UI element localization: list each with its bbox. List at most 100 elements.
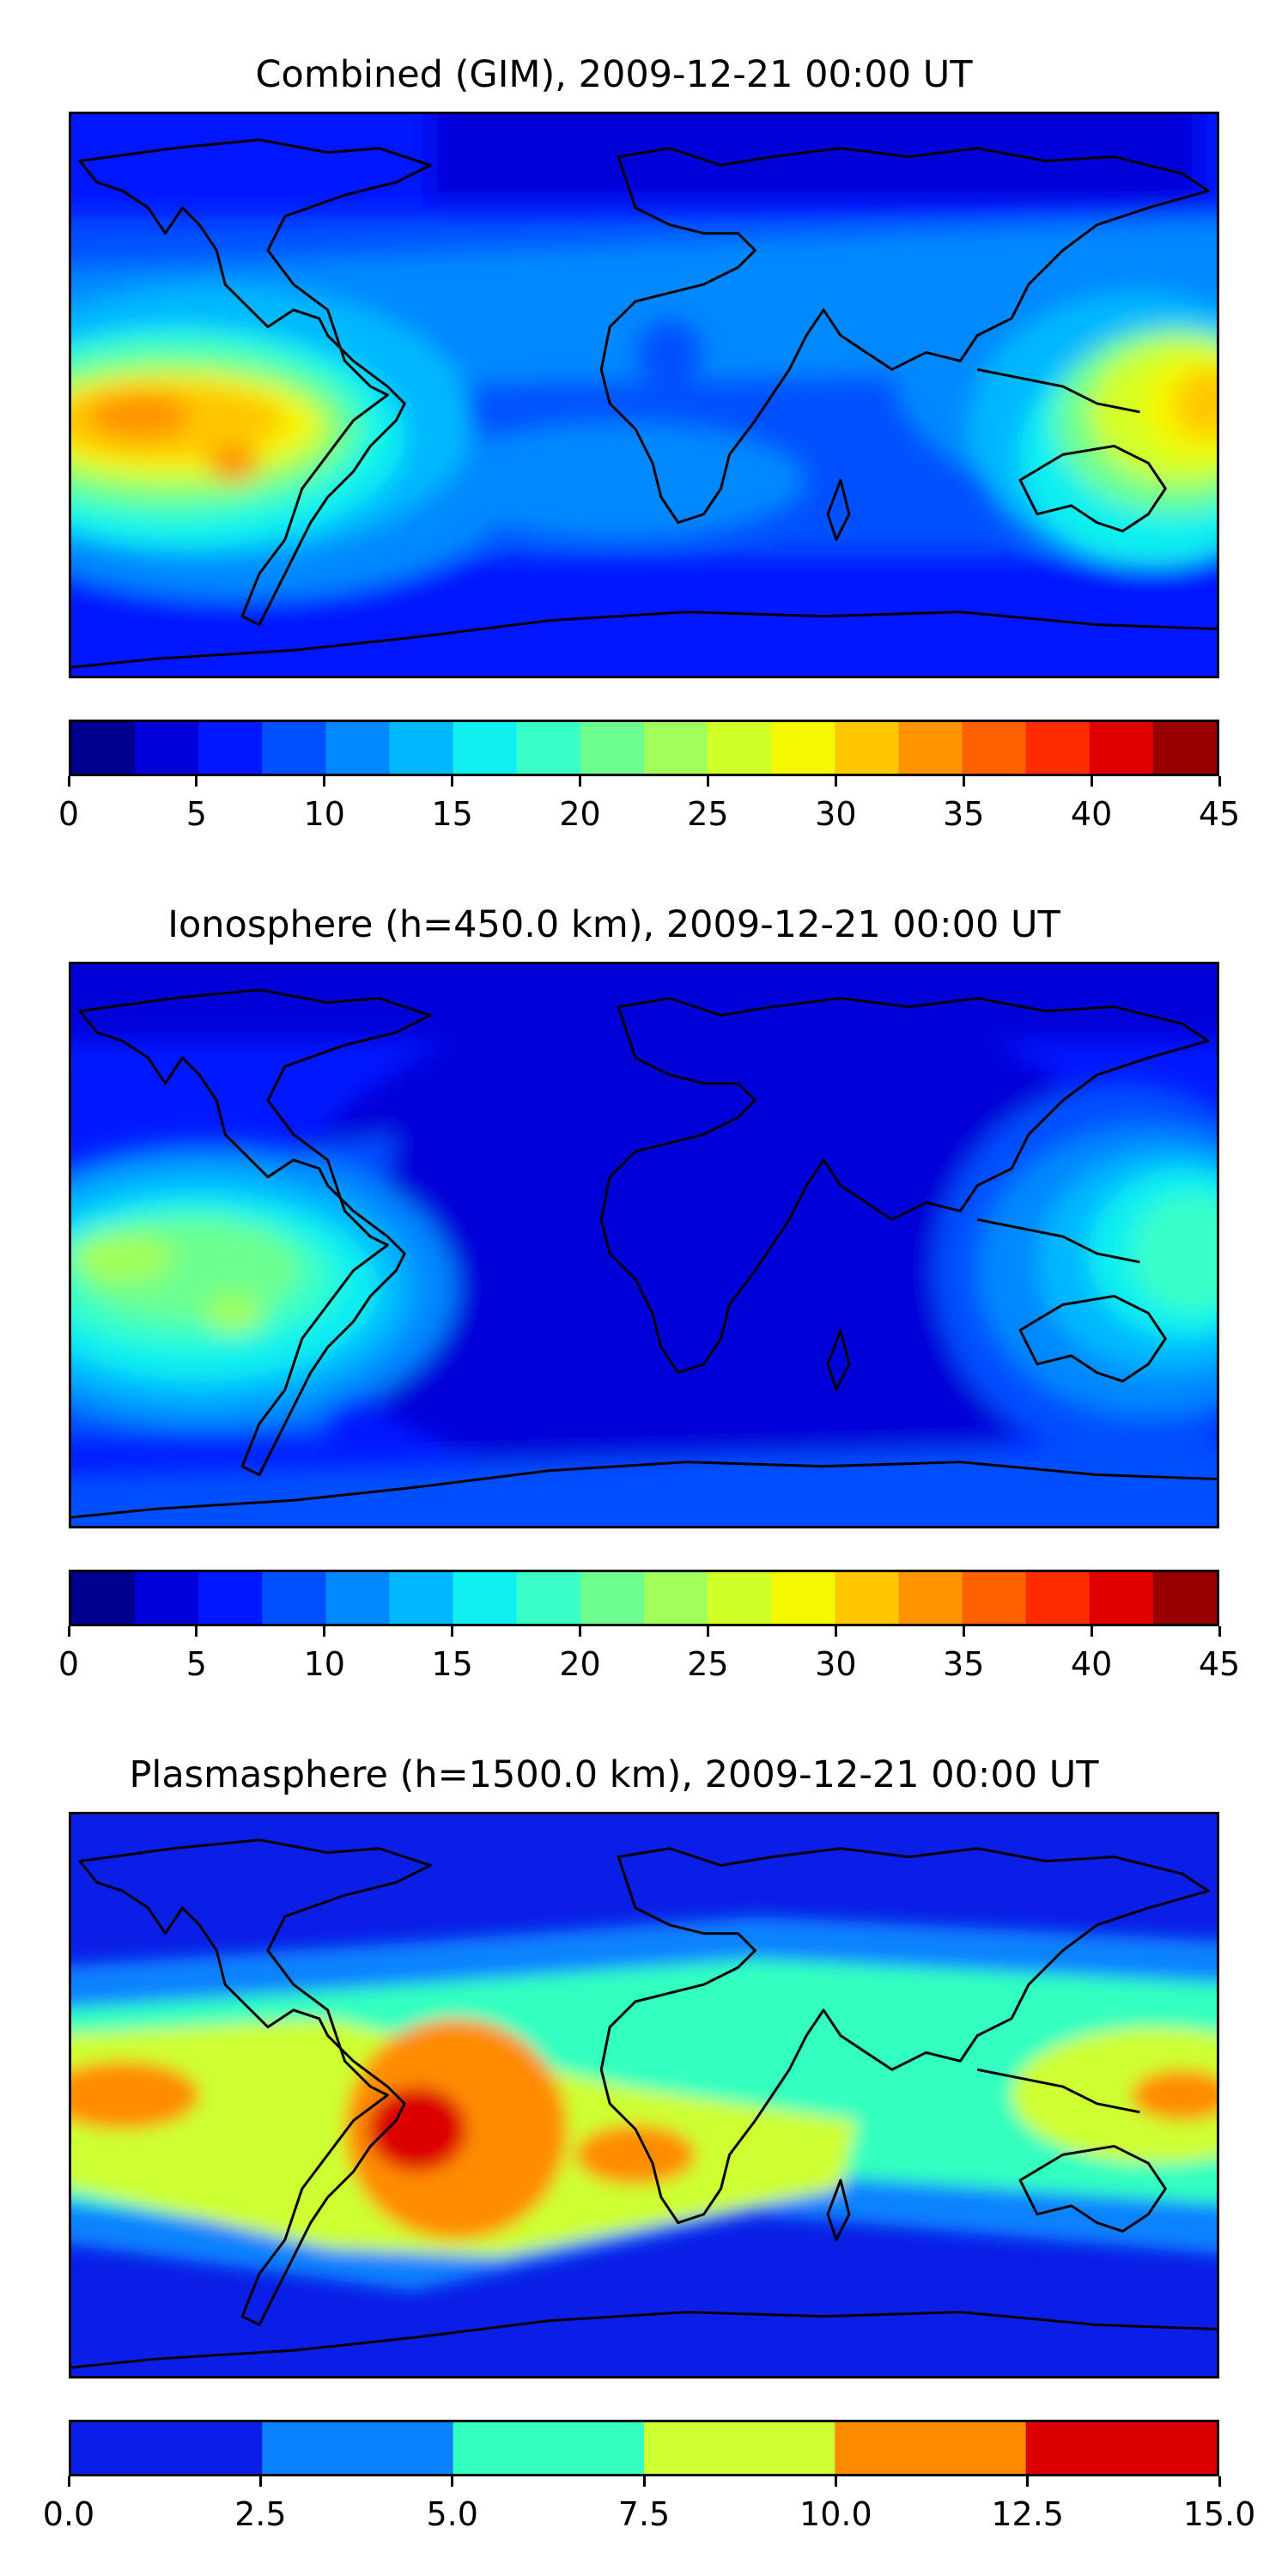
colorbar-segment <box>71 722 136 774</box>
colorbar-tick-label: 20 <box>559 795 601 833</box>
colorbar-segment <box>644 722 708 774</box>
panel-1-colorbar <box>69 720 1219 776</box>
colorbar-segment <box>516 1572 581 1624</box>
panel-2-colorbar-ticks: 0 5 10 15 20 25 30 35 40 45 <box>58 1626 1240 1683</box>
colorbar-tick-label: 0 <box>58 1645 80 1683</box>
colorbar-tick-label: 30 <box>815 795 857 833</box>
colorbar-segment <box>71 1572 136 1624</box>
colorbar-segment <box>644 1572 708 1624</box>
colorbar-segment <box>325 722 391 774</box>
colorbar-tick-label: 40 <box>1070 795 1113 833</box>
panel-3-title: Plasmasphere (h=1500.0 km), 2009-12-21 0… <box>129 1753 1099 1796</box>
colorbar-segment <box>708 722 772 774</box>
colorbar-tick-mark <box>579 776 582 787</box>
colorbar-tick-mark <box>642 2476 646 2487</box>
colorbar-segment <box>580 722 645 774</box>
colorbar-tick-mark <box>962 776 965 787</box>
colorbar-tick-mark <box>451 1626 454 1637</box>
colorbar-segment <box>1025 1572 1091 1624</box>
colorbar-tick-mark <box>1218 776 1221 787</box>
panel-1-colorbar-ticks: 0 5 10 15 20 25 30 35 40 45 <box>58 776 1240 833</box>
colorbar-segment <box>835 722 899 774</box>
colorbar-tick-mark <box>1218 1626 1221 1637</box>
panel-3-colorbar <box>69 2420 1219 2476</box>
colorbar-tick-mark <box>323 776 326 787</box>
colorbar-segment <box>453 722 518 774</box>
colorbar-tick-label: 45 <box>1198 1645 1241 1683</box>
colorbar-segment <box>262 2422 454 2474</box>
colorbar-tick-mark <box>1218 2476 1221 2487</box>
colorbar-segment <box>516 722 581 774</box>
colorbar-tick-mark <box>1026 2476 1030 2487</box>
colorbar-tick-label: 12.5 <box>991 2495 1064 2533</box>
colorbar-tick-label: 35 <box>943 795 985 833</box>
colorbar-tick-mark <box>195 1626 198 1637</box>
colorbar-segment <box>1025 722 1091 774</box>
colorbar-tick-label: 0 <box>58 795 80 833</box>
panel-3-coastlines <box>71 1838 1217 2369</box>
colorbar-tick-mark <box>706 776 709 787</box>
colorbar-segment <box>644 2422 835 2474</box>
colorbar-tick-mark <box>451 776 454 787</box>
colorbar-segment <box>898 722 963 774</box>
panel-2-colorbar-svg <box>71 1572 1217 1624</box>
colorbar-tick-mark <box>834 1626 837 1637</box>
colorbar-tick-mark <box>258 2476 262 2487</box>
colorbar-tick-label: 5.0 <box>426 2495 478 2533</box>
colorbar-tick-mark <box>834 2476 837 2487</box>
colorbar-tick-label: 7.5 <box>617 2495 671 2533</box>
colorbar-tick-mark <box>962 1626 965 1637</box>
colorbar-tick-label: 2.5 <box>234 2495 287 2533</box>
colorbar-segment <box>898 1572 963 1624</box>
panel-2-tec-field <box>71 964 1217 1526</box>
colorbar-segment <box>453 1572 518 1624</box>
panel-1-title: Combined (GIM), 2009-12-21 00:00 UT <box>255 53 973 96</box>
colorbar-tick-label: 15 <box>431 795 473 833</box>
colorbar-segment <box>262 1572 326 1624</box>
colorbar-tick-label: 15.0 <box>1182 2495 1256 2533</box>
colorbar-segment <box>835 2422 1027 2474</box>
colorbar-tick-mark <box>1090 1626 1093 1637</box>
colorbar-segment <box>135 1572 199 1624</box>
colorbar-tick-mark <box>834 776 837 787</box>
colorbar-segment <box>1089 722 1154 774</box>
panel-3-colorbar-svg <box>71 2422 1217 2474</box>
colorbar-tick-label: 30 <box>815 1645 857 1683</box>
colorbar-tick-label: 10.0 <box>799 2495 872 2533</box>
colorbar-tick-label: 45 <box>1198 795 1241 833</box>
colorbar-segment <box>389 1572 454 1624</box>
colorbar-tick-mark <box>195 776 198 787</box>
colorbar-segment <box>453 2422 645 2474</box>
colorbar-segment <box>962 1572 1027 1624</box>
colorbar-segment <box>135 722 199 774</box>
colorbar-segment <box>262 722 326 774</box>
colorbar-tick-label: 15 <box>431 1645 473 1683</box>
colorbar-tick-mark <box>323 1626 326 1637</box>
colorbar-tick-mark <box>67 1626 70 1637</box>
panel-1-tec-field <box>71 114 1217 676</box>
colorbar-segment <box>198 1572 263 1624</box>
panel-2-title: Ionosphere (h=450.0 km), 2009-12-21 00:0… <box>167 903 1060 946</box>
panel-2-coastlines <box>71 988 1217 1519</box>
colorbar-tick-label: 0.0 <box>42 2495 95 2533</box>
colorbar-tick-label: 25 <box>687 795 729 833</box>
colorbar-segment <box>198 722 263 774</box>
colorbar-segment <box>771 1572 835 1624</box>
colorbar-tick-mark <box>706 1626 709 1637</box>
colorbar-segment <box>389 722 454 774</box>
colorbar-tick-mark <box>451 2476 454 2487</box>
colorbar-tick-mark <box>67 2476 70 2487</box>
colorbar-tick-label: 5 <box>185 1645 207 1683</box>
colorbar-tick-mark <box>67 776 70 787</box>
colorbar-segment <box>1152 722 1217 774</box>
panel-2-map <box>69 962 1219 1528</box>
panel-3-colorbar-ticks: 0.0 2.5 5.0 7.5 10.0 12.5 15.0 <box>43 2476 1255 2533</box>
panel-1-coastlines <box>71 138 1217 669</box>
colorbar-segment <box>325 1572 391 1624</box>
colorbar-segment <box>708 1572 772 1624</box>
colorbar-tick-mark <box>1090 776 1093 787</box>
colorbar-tick-label: 10 <box>303 795 345 833</box>
panel-1-colorbar-svg <box>71 722 1217 774</box>
colorbar-segment <box>580 1572 645 1624</box>
colorbar-segment <box>771 722 835 774</box>
